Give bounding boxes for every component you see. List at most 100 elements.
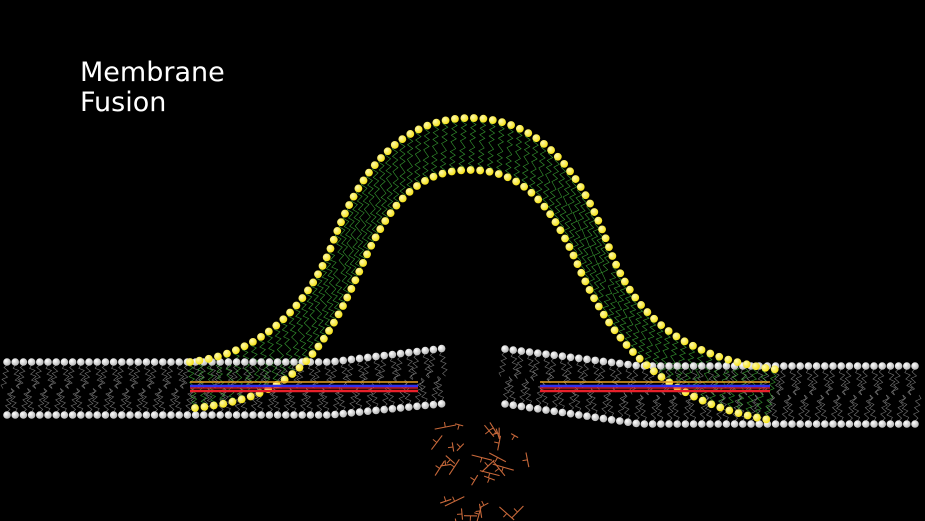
vesicle-tail — [593, 229, 604, 260]
left-bilayer-head — [150, 411, 159, 419]
vesicle-tail — [448, 145, 457, 172]
right-bilayer-head — [681, 362, 690, 370]
debris-fragment — [432, 438, 438, 443]
right-bilayer-head — [837, 362, 845, 370]
right-bilayer-head — [640, 420, 649, 428]
vesicle-head-inner — [398, 194, 407, 203]
right-bilayer-head — [886, 362, 895, 370]
right-bilayer-head — [788, 420, 796, 428]
vesicle-tail — [557, 163, 567, 194]
debris-fragment — [522, 459, 528, 462]
left-bilayer-tail — [66, 364, 75, 389]
vesicle-head-inner — [343, 293, 352, 302]
right-bilayer-head — [509, 401, 517, 410]
vesicle-tail — [439, 146, 447, 174]
vesicle-head-inner — [334, 310, 343, 319]
right-bilayer-head — [804, 362, 813, 370]
vesicle-head-inner — [734, 409, 743, 418]
vesicle-head-outer — [566, 167, 574, 176]
debris-fragment — [487, 472, 491, 479]
debris-fragment — [494, 441, 500, 444]
vesicle-head-inner — [753, 413, 761, 422]
left-bilayer-head — [150, 358, 159, 366]
right-bilayer-head — [870, 362, 878, 370]
left-bilayer-head — [77, 411, 85, 419]
right-bilayer-head — [673, 362, 681, 370]
vesicle-head-outer — [279, 315, 288, 324]
vesicle-tail — [538, 143, 547, 172]
right-bilayer-tail — [683, 394, 692, 422]
left-bilayer-head — [224, 411, 233, 419]
left-bilayer-head — [437, 344, 446, 353]
vesicle-tail — [666, 359, 676, 383]
right-bilayer-tail — [605, 390, 615, 417]
vesicle-tail — [344, 255, 354, 290]
left-bilayer-head — [413, 402, 421, 411]
vesicle-head-inner — [237, 395, 246, 404]
right-bilayer-tail — [531, 355, 540, 382]
right-bilayer-tail — [781, 394, 791, 422]
left-bilayer-head — [77, 358, 85, 366]
vesicle-tail — [585, 211, 596, 243]
vesicle-tail — [406, 162, 413, 193]
vesicle-tail — [346, 204, 356, 239]
left-bilayer-tail — [410, 354, 420, 380]
left-bilayer-tail — [107, 388, 117, 413]
debris-fragment — [447, 446, 454, 449]
vesicle-head-outer — [697, 345, 706, 354]
right-bilayer-tail — [814, 394, 824, 422]
right-bilayer-tail — [498, 351, 508, 377]
right-bilayer-tail — [847, 394, 856, 422]
vesicle-head-inner — [405, 188, 414, 196]
vesicle-head-outer — [643, 308, 652, 316]
vesicle-tail — [273, 325, 283, 353]
left-bilayer-head — [388, 404, 397, 413]
right-bilayer-head — [903, 420, 911, 428]
left-bilayer-tail — [115, 364, 124, 389]
left-bilayer-tail — [103, 388, 112, 413]
left-bilayer-head — [257, 411, 266, 419]
vesicle-tail — [562, 171, 572, 201]
right-bilayer-head — [591, 413, 599, 422]
vesicle-tail — [607, 264, 618, 290]
left-bilayer-head — [323, 411, 331, 419]
vesicle-head-inner — [351, 276, 360, 285]
vesicle-tail — [768, 369, 777, 395]
right-bilayer-tail — [736, 394, 746, 422]
debris-fragment — [492, 463, 514, 471]
debris-fragment — [511, 435, 516, 441]
vesicle-head-inner — [573, 260, 582, 269]
vesicle-head-inner — [725, 406, 734, 415]
vesicle-tail — [360, 221, 370, 255]
vesicle-tail — [450, 118, 458, 146]
debris-fragment — [443, 422, 446, 428]
left-bilayer-tail — [353, 384, 363, 410]
vesicle-head-outer — [581, 191, 590, 200]
right-bilayer-head — [853, 362, 862, 370]
vesicle-head-inner — [590, 294, 598, 303]
right-bilayer-tail — [830, 394, 840, 422]
left-bilayer-head — [175, 411, 183, 419]
left-bilayer-tail — [58, 388, 67, 413]
vesicle-tail — [670, 336, 679, 360]
vesicle-head-inner — [295, 363, 304, 372]
vesicle-head-inner — [743, 411, 752, 420]
vesicle-tail — [392, 175, 400, 206]
debris-fragment — [435, 465, 440, 469]
vesicle-head-outer — [706, 349, 715, 358]
vesicle-tail — [331, 285, 341, 315]
left-bilayer-tail — [377, 358, 387, 383]
vesicle-head-outer — [715, 352, 724, 361]
left-bilayer-head — [241, 411, 249, 419]
right-bilayer-head — [829, 420, 837, 428]
right-bilayer-head — [722, 362, 731, 370]
vesicle-tail — [612, 272, 622, 299]
right-bilayer-head — [878, 362, 886, 370]
left-bilayer-head — [224, 358, 233, 366]
right-bilayer-head — [698, 420, 706, 428]
right-bilayer-tail — [748, 394, 758, 422]
vesicle-tail — [469, 117, 477, 145]
vesicle-tail — [316, 310, 327, 339]
left-bilayer-head — [142, 358, 151, 366]
vesicle-head-outer — [257, 333, 265, 341]
